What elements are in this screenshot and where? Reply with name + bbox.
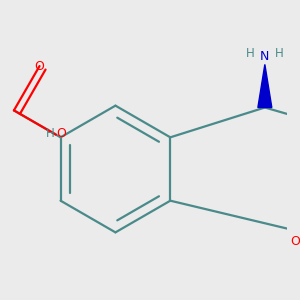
Polygon shape (258, 64, 272, 107)
Text: O: O (56, 127, 66, 140)
Text: H: H (246, 47, 255, 61)
Text: O: O (290, 235, 300, 248)
Text: N: N (260, 50, 269, 63)
Text: H: H (46, 127, 54, 140)
Text: H: H (275, 47, 284, 61)
Text: O: O (34, 60, 44, 73)
